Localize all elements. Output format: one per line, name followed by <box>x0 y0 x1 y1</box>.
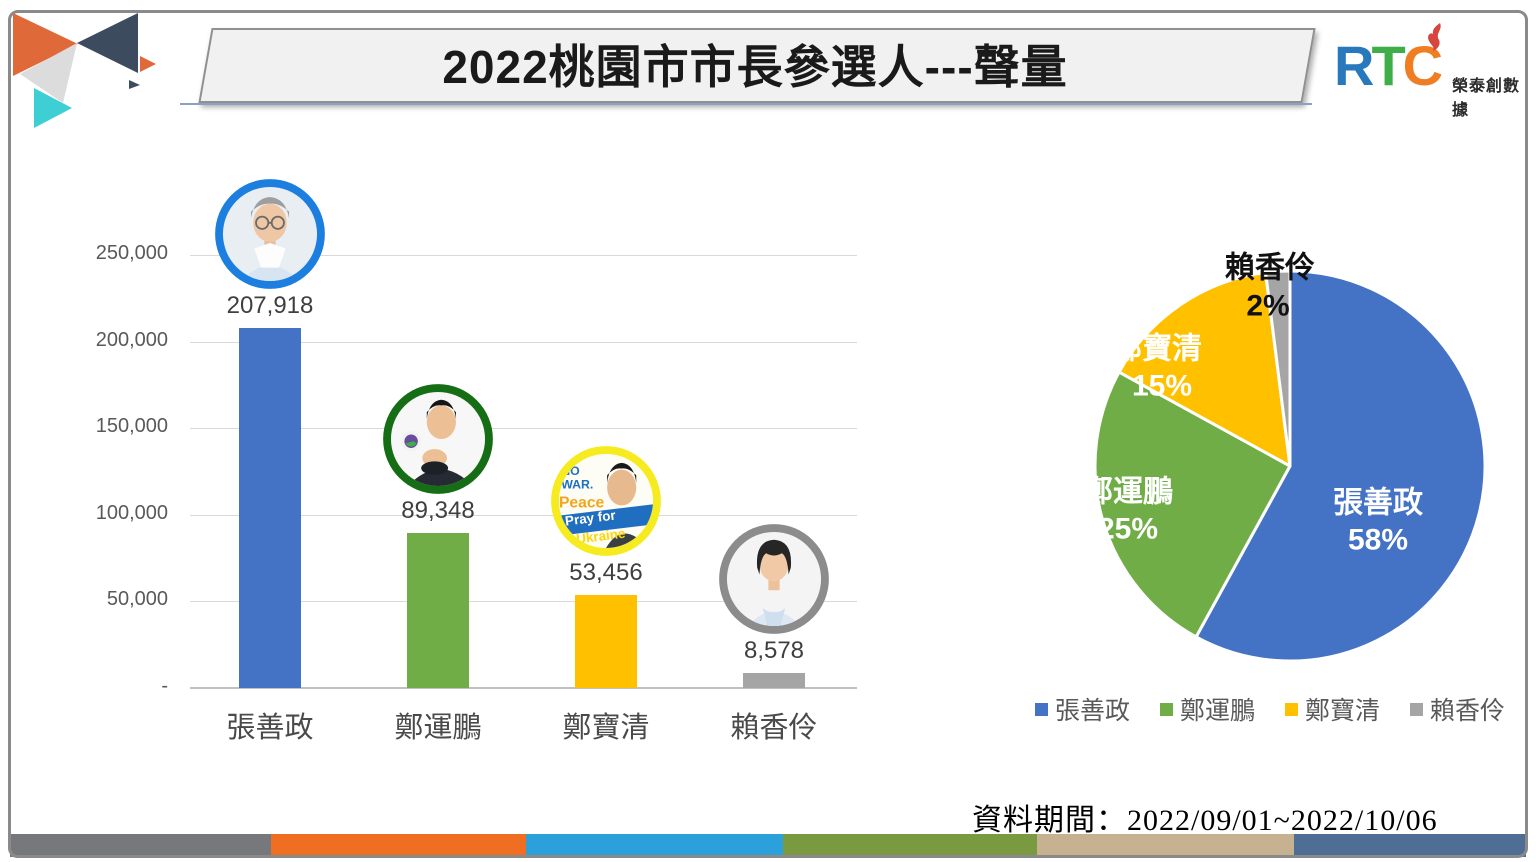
bar-value-label: 207,918 <box>226 291 314 319</box>
rtc-letter-r: R <box>1334 34 1374 97</box>
triangle-logo-decoration <box>13 13 156 128</box>
svg-text:Pray for: Pray for <box>564 508 617 529</box>
legend-label: 張善政 <box>1054 698 1130 725</box>
legend-item: 鄭寶清 <box>1285 691 1380 727</box>
strip-segment <box>525 834 783 857</box>
strip-segment <box>271 834 526 857</box>
rtc-logo: RTC 榮泰創數據 <box>1334 23 1530 119</box>
candidate-avatar <box>382 383 494 495</box>
data-period-label: 資料期間：2022/09/01~2022/10/06 <box>972 804 1438 837</box>
pie-label-percent: 58% <box>1348 524 1408 557</box>
flame-icon <box>1428 23 1441 51</box>
svg-text:Ukraine: Ukraine <box>575 526 626 547</box>
legend-item: 賴香伶 <box>1410 691 1505 727</box>
legend-item: 鄭運鵬 <box>1159 691 1255 727</box>
gridline <box>190 601 857 603</box>
bar-category-label: 賴香伶 <box>730 712 818 744</box>
pie-slice <box>1194 269 1487 663</box>
y-axis-tick-label: 200,000 <box>95 328 168 351</box>
pie-slice <box>1117 271 1292 468</box>
bar-category-label: 鄭運鵬 <box>394 712 482 744</box>
legend-item: 張善政 <box>1034 691 1130 727</box>
header-underline <box>180 103 1312 105</box>
pie-label-name: 張善政 <box>1333 487 1423 520</box>
rtc-letter-t: T <box>1371 34 1405 97</box>
bar-value-label: 53,456 <box>569 559 643 587</box>
pie-slice <box>1093 370 1292 639</box>
strip-segment <box>1037 834 1294 857</box>
bar-category-label: 鄭寶清 <box>562 712 650 744</box>
legend-label: 賴香伶 <box>1430 698 1506 725</box>
legend-swatch <box>1410 702 1424 716</box>
bar-segment <box>407 533 469 688</box>
y-axis-tick-label: - <box>161 675 168 697</box>
pie-label-percent: 15% <box>1132 370 1192 403</box>
bar-segment <box>743 673 805 688</box>
bar-category-label: 張善政 <box>226 712 314 744</box>
pie-label-name: 鄭寶清 <box>1112 332 1202 366</box>
rtc-company-name: 榮泰創數據 <box>1452 78 1521 119</box>
candidate-avatar <box>214 178 326 290</box>
strip-segment <box>10 834 272 857</box>
legend-label: 鄭運鵬 <box>1179 698 1255 725</box>
pie-label-name: 鄭運鵬 <box>1083 476 1173 509</box>
svg-text:WAR.: WAR. <box>561 478 593 492</box>
bar-segment <box>239 327 301 688</box>
gridline <box>190 428 857 430</box>
strip-segment <box>782 834 1038 857</box>
gridline <box>190 514 857 516</box>
candidate-avatar <box>718 523 830 635</box>
strip-segment <box>1293 834 1527 857</box>
bar-segment <box>575 595 637 688</box>
pie-legend: 張善政 鄭運鵬 鄭寶清 賴香伶 <box>1030 692 1510 726</box>
y-axis-tick-label: 100,000 <box>95 501 168 524</box>
svg-text:Peace: Peace <box>559 495 605 512</box>
candidate-avatar: NO WAR. Peace Pray for Ukraine <box>550 445 662 557</box>
bar-chart: - 50,000 100,000 150,000 200,000 250,000 207,9… <box>95 178 857 744</box>
pie-label-percent: 2% <box>1246 290 1289 323</box>
pie-label-name: 賴香伶 <box>1225 252 1315 285</box>
y-axis-tick-label: 150,000 <box>95 415 168 438</box>
legend-swatch <box>1159 702 1173 716</box>
y-axis-tick-label: 250,000 <box>95 242 168 264</box>
bar-value-label: 8,578 <box>743 637 805 665</box>
bar-value-label: 89,348 <box>401 497 475 525</box>
legend-swatch <box>1034 702 1048 716</box>
gridline <box>190 687 857 689</box>
gridline <box>190 341 857 343</box>
pie-label-percent: 25% <box>1098 513 1158 546</box>
legend-swatch <box>1285 702 1298 716</box>
pie-chart: 張善政 58% 鄭運鵬 25% 鄭寶清 15% 賴香伶 2% <box>1083 252 1490 666</box>
bottom-color-strip <box>10 834 1527 857</box>
gridline <box>190 255 857 256</box>
pie-slice <box>1264 269 1292 468</box>
rtc-logo-letters: RTC <box>1334 34 1443 98</box>
y-axis-tick-label: 50,000 <box>106 588 168 611</box>
legend-label: 鄭寶清 <box>1305 698 1381 725</box>
page-title: 2022桃園市市長參選人---聲量 <box>442 41 1068 93</box>
